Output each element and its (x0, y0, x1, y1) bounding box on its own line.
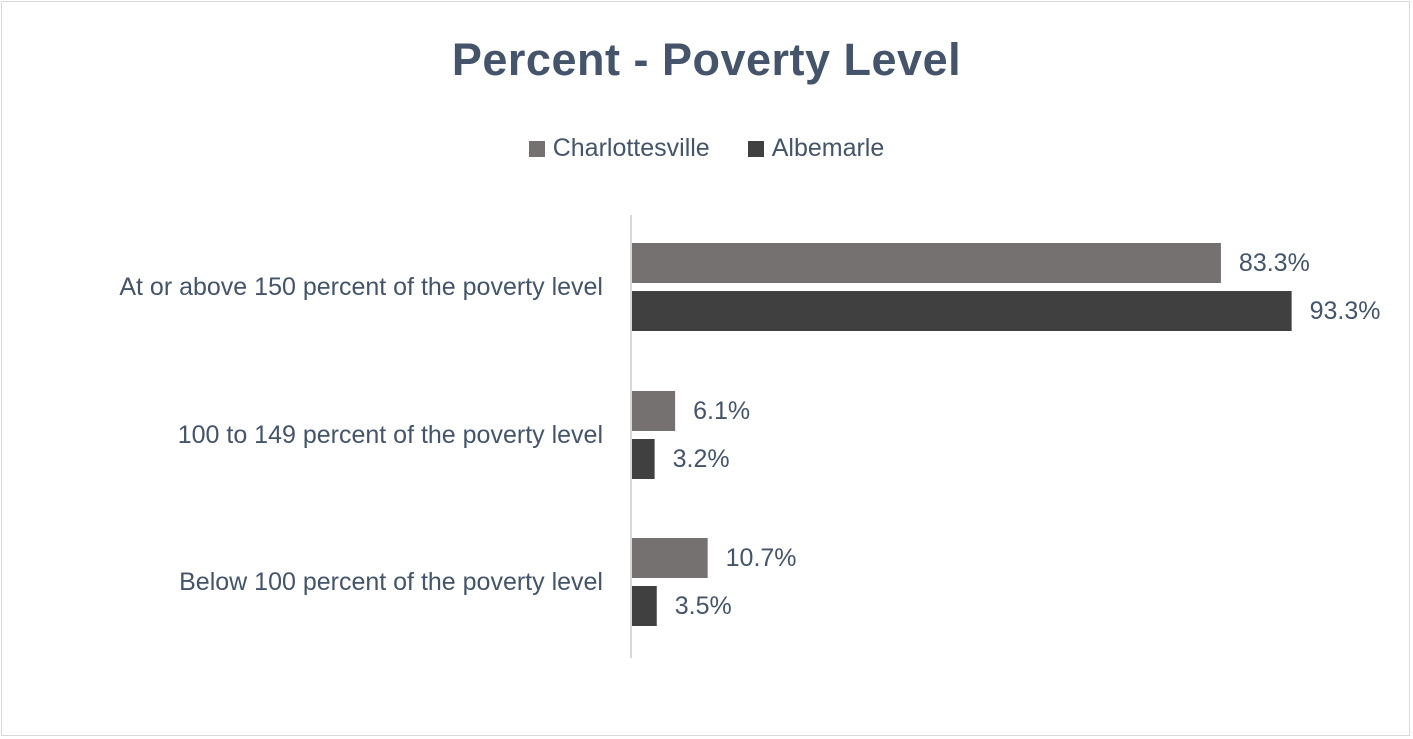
bar-albemarle-1 (632, 439, 655, 479)
legend-swatch-albemarle (747, 140, 764, 157)
bar-albemarle-2 (632, 586, 657, 626)
bar-albemarle-0 (632, 291, 1292, 331)
data-label-albemarle-1: 3.2% (673, 445, 730, 473)
bar-charlottesville-2 (632, 538, 708, 578)
bar-charlottesville-0 (632, 243, 1221, 283)
data-label-albemarle-0: 93.3% (1310, 297, 1381, 325)
bar-charlottesville-1 (632, 391, 676, 431)
data-label-charlottesville-2: 10.7% (726, 544, 797, 572)
chart-legend: Charlottesville Albemarle (0, 134, 1413, 163)
data-label-charlottesville-0: 83.3% (1239, 249, 1310, 277)
data-label-albemarle-2: 3.5% (675, 592, 732, 620)
category-label-2: Below 100 percent of the poverty level (179, 568, 603, 596)
legend-item-albemarle: Albemarle (747, 134, 885, 163)
legend-label-albemarle: Albemarle (771, 134, 885, 162)
category-label-0: At or above 150 percent of the poverty l… (119, 273, 603, 301)
category-label-1: 100 to 149 percent of the poverty level (178, 421, 603, 449)
data-label-charlottesville-1: 6.1% (693, 397, 750, 425)
legend-label-charlottesville: Charlottesville (552, 134, 710, 162)
chart-title: Percent - Poverty Level (451, 34, 962, 85)
legend-item-charlottesville: Charlottesville (528, 134, 710, 163)
legend-swatch-charlottesville (528, 140, 545, 157)
